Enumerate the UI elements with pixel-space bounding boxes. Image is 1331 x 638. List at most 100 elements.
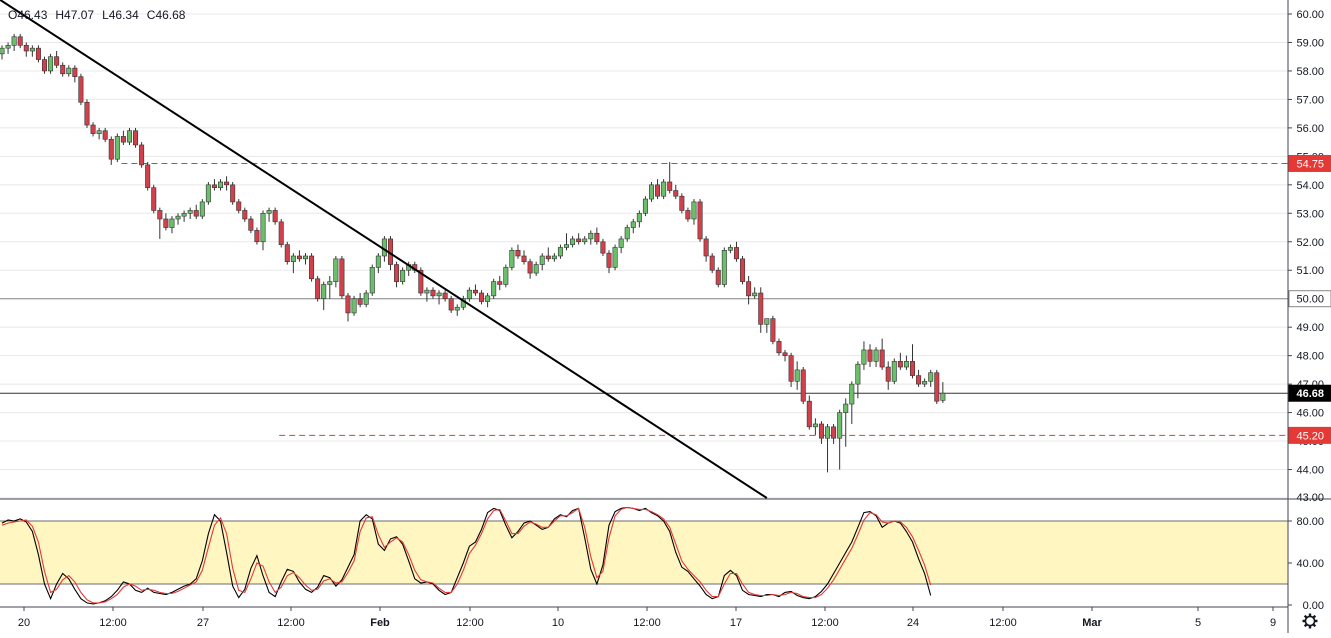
candle-body[interactable] xyxy=(431,290,435,296)
candle-body[interactable] xyxy=(619,239,623,248)
candle-body[interactable] xyxy=(127,131,131,142)
candle-body[interactable] xyxy=(935,373,939,401)
candle-body[interactable] xyxy=(121,136,125,142)
candle-body[interactable] xyxy=(504,267,508,284)
candle-body[interactable] xyxy=(892,361,896,381)
candle-body[interactable] xyxy=(558,247,562,256)
candle-body[interactable] xyxy=(48,57,52,71)
candle-body[interactable] xyxy=(801,370,805,401)
candle-body[interactable] xyxy=(346,296,350,313)
candle-body[interactable] xyxy=(607,253,611,267)
candle-body[interactable] xyxy=(315,279,319,299)
candle-body[interactable] xyxy=(230,185,234,202)
candle-body[interactable] xyxy=(734,247,738,258)
candle-body[interactable] xyxy=(249,219,253,230)
candle-body[interactable] xyxy=(188,210,192,213)
candle-body[interactable] xyxy=(795,370,799,381)
candle-body[interactable] xyxy=(710,256,714,270)
candle-body[interactable] xyxy=(340,259,344,296)
candle-body[interactable] xyxy=(552,256,556,259)
candle-body[interactable] xyxy=(522,256,526,262)
candle-body[interactable] xyxy=(886,367,890,381)
candle-body[interactable] xyxy=(42,60,46,71)
candle-body[interactable] xyxy=(182,213,186,216)
candle-body[interactable] xyxy=(528,262,532,273)
candle-body[interactable] xyxy=(61,65,65,74)
candle-body[interactable] xyxy=(649,185,653,199)
candle-body[interactable] xyxy=(643,199,647,213)
candle-body[interactable] xyxy=(243,210,247,219)
candle-body[interactable] xyxy=(655,185,659,196)
candle-body[interactable] xyxy=(880,350,884,367)
candle-body[interactable] xyxy=(273,210,277,221)
candle-body[interactable] xyxy=(564,245,568,248)
candle-body[interactable] xyxy=(73,68,77,77)
candle-body[interactable] xyxy=(115,136,119,159)
candle-body[interactable] xyxy=(613,247,617,267)
candle-body[interactable] xyxy=(394,265,398,282)
candle-body[interactable] xyxy=(449,299,453,310)
candle-body[interactable] xyxy=(746,282,750,296)
candle-body[interactable] xyxy=(200,202,204,216)
candle-body[interactable] xyxy=(625,228,629,239)
candle-body[interactable] xyxy=(79,77,83,103)
candle-body[interactable] xyxy=(85,102,89,125)
candle-body[interactable] xyxy=(862,350,866,364)
candle-body[interactable] xyxy=(212,185,216,188)
candle-body[interactable] xyxy=(328,282,332,285)
candle-body[interactable] xyxy=(661,182,665,196)
candle-body[interactable] xyxy=(425,290,429,293)
candle-body[interactable] xyxy=(601,242,605,253)
candle-body[interactable] xyxy=(740,259,744,282)
candle-body[interactable] xyxy=(576,239,580,242)
candle-body[interactable] xyxy=(145,165,149,188)
candle-body[interactable] xyxy=(54,57,58,66)
candle-body[interactable] xyxy=(0,48,4,54)
candle-body[interactable] xyxy=(255,230,259,241)
candle-body[interactable] xyxy=(473,290,477,293)
candle-body[interactable] xyxy=(491,282,495,296)
candle-body[interactable] xyxy=(898,361,902,367)
candle-body[interactable] xyxy=(443,293,447,299)
candle-body[interactable] xyxy=(376,256,380,267)
candle-body[interactable] xyxy=(6,45,10,48)
candle-body[interactable] xyxy=(358,299,362,305)
candle-body[interactable] xyxy=(103,131,107,140)
candle-body[interactable] xyxy=(868,350,872,361)
candle-body[interactable] xyxy=(752,293,756,296)
candle-body[interactable] xyxy=(674,191,678,197)
candle-body[interactable] xyxy=(30,48,34,51)
candle-body[interactable] xyxy=(595,233,599,242)
candle-body[interactable] xyxy=(437,293,441,296)
candle-body[interactable] xyxy=(516,250,520,256)
candle-body[interactable] xyxy=(771,319,775,342)
candle-body[interactable] xyxy=(12,37,16,46)
candle-body[interactable] xyxy=(631,222,635,228)
candle-body[interactable] xyxy=(309,256,313,279)
candle-body[interactable] xyxy=(570,239,574,245)
candle-body[interactable] xyxy=(285,245,289,262)
trendline[interactable] xyxy=(0,0,767,498)
candle-body[interactable] xyxy=(825,427,829,438)
candle-body[interactable] xyxy=(831,427,835,438)
candle-body[interactable] xyxy=(510,250,514,267)
candle-body[interactable] xyxy=(759,293,763,324)
candle-body[interactable] xyxy=(850,384,854,404)
candle-body[interactable] xyxy=(916,376,920,385)
candle-body[interactable] xyxy=(279,222,283,245)
candle-body[interactable] xyxy=(692,202,696,219)
candle-body[interactable] xyxy=(261,213,265,241)
candle-body[interactable] xyxy=(364,293,368,304)
candle-body[interactable] xyxy=(589,233,593,239)
candle-body[interactable] xyxy=(18,37,22,46)
candle-body[interactable] xyxy=(158,210,162,219)
candle-body[interactable] xyxy=(856,364,860,384)
candle-body[interactable] xyxy=(929,373,933,382)
candle-body[interactable] xyxy=(837,413,841,439)
candle-body[interactable] xyxy=(765,319,769,325)
candle-body[interactable] xyxy=(941,393,945,400)
candle-body[interactable] xyxy=(728,247,732,250)
candle-body[interactable] xyxy=(455,307,459,310)
candle-body[interactable] xyxy=(322,284,326,298)
candle-body[interactable] xyxy=(704,239,708,256)
